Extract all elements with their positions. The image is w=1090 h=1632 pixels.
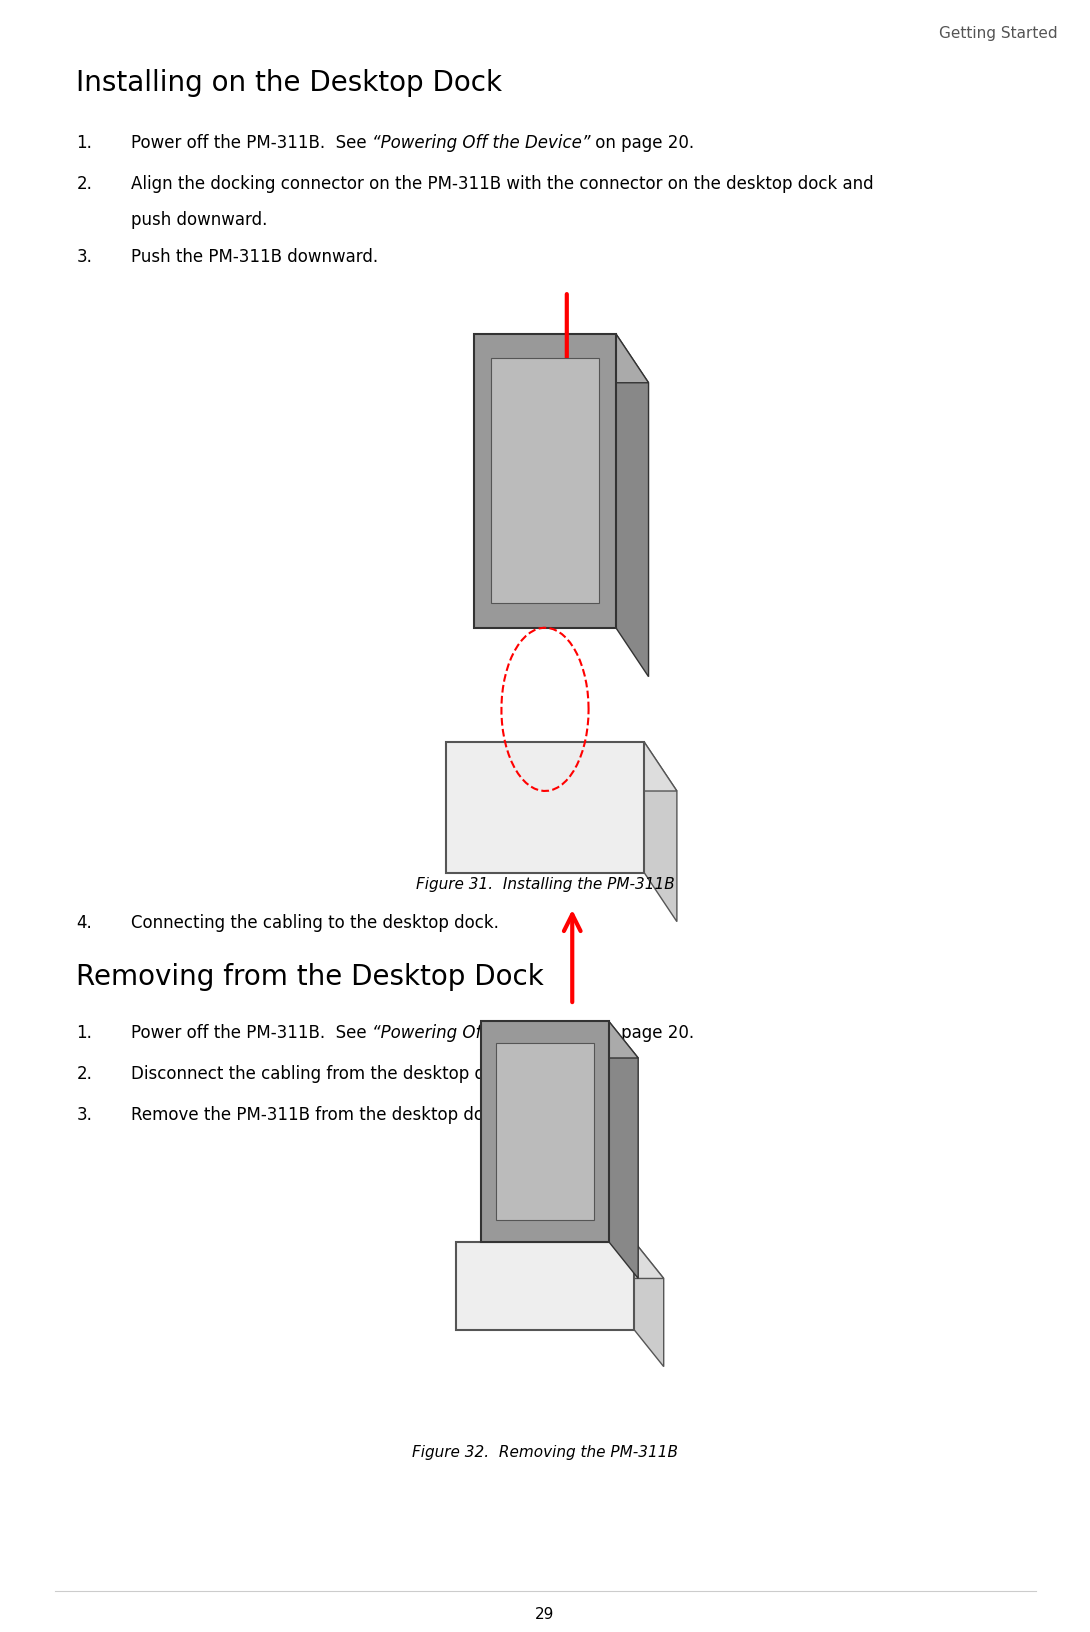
Polygon shape	[616, 335, 649, 677]
Text: Push the PM-311B downward.: Push the PM-311B downward.	[131, 248, 378, 266]
Text: on page 20.: on page 20.	[590, 134, 694, 152]
Text: Power off the PM-311B.  See: Power off the PM-311B. See	[131, 1023, 372, 1041]
Text: 2.: 2.	[76, 1064, 93, 1082]
Text: Figure 32.  Removing the PM-311B: Figure 32. Removing the PM-311B	[412, 1444, 678, 1459]
Polygon shape	[474, 335, 649, 384]
Polygon shape	[634, 1242, 664, 1368]
Text: push downward.: push downward.	[131, 211, 267, 228]
Polygon shape	[644, 743, 677, 922]
Text: Align the docking connector on the PM-311B with the connector on the desktop doc: Align the docking connector on the PM-31…	[131, 175, 873, 193]
Text: 4.: 4.	[76, 914, 92, 932]
Text: Power off the PM-311B.  See: Power off the PM-311B. See	[131, 134, 372, 152]
Text: Removing from the Desktop Dock: Removing from the Desktop Dock	[76, 963, 544, 991]
Polygon shape	[496, 1044, 594, 1221]
Polygon shape	[446, 743, 644, 873]
Text: Figure 31.  Installing the PM-311B: Figure 31. Installing the PM-311B	[415, 876, 675, 891]
Polygon shape	[456, 1242, 634, 1330]
Text: 3.: 3.	[76, 248, 93, 266]
Text: Disconnect the cabling from the desktop dock.: Disconnect the cabling from the desktop …	[131, 1064, 519, 1082]
Text: Connecting the cabling to the desktop dock.: Connecting the cabling to the desktop do…	[131, 914, 498, 932]
Text: 1.: 1.	[76, 134, 93, 152]
Polygon shape	[456, 1242, 664, 1279]
Polygon shape	[490, 359, 600, 604]
Polygon shape	[474, 335, 616, 628]
Text: “Powering Off the Device”: “Powering Off the Device”	[372, 134, 590, 152]
Polygon shape	[482, 1022, 639, 1059]
Text: on page 20.: on page 20.	[590, 1023, 694, 1041]
Polygon shape	[608, 1022, 639, 1279]
Polygon shape	[482, 1022, 608, 1242]
Polygon shape	[446, 743, 677, 792]
Text: 2.: 2.	[76, 175, 93, 193]
Text: “Powering Off the Device”: “Powering Off the Device”	[372, 1023, 590, 1041]
Text: 1.: 1.	[76, 1023, 93, 1041]
Text: Installing on the Desktop Dock: Installing on the Desktop Dock	[76, 69, 502, 96]
Text: 29: 29	[535, 1606, 555, 1621]
Text: 3.: 3.	[76, 1105, 93, 1123]
Text: Remove the PM-311B from the desktop dock.: Remove the PM-311B from the desktop dock…	[131, 1105, 508, 1123]
Text: Getting Started: Getting Started	[938, 26, 1057, 41]
